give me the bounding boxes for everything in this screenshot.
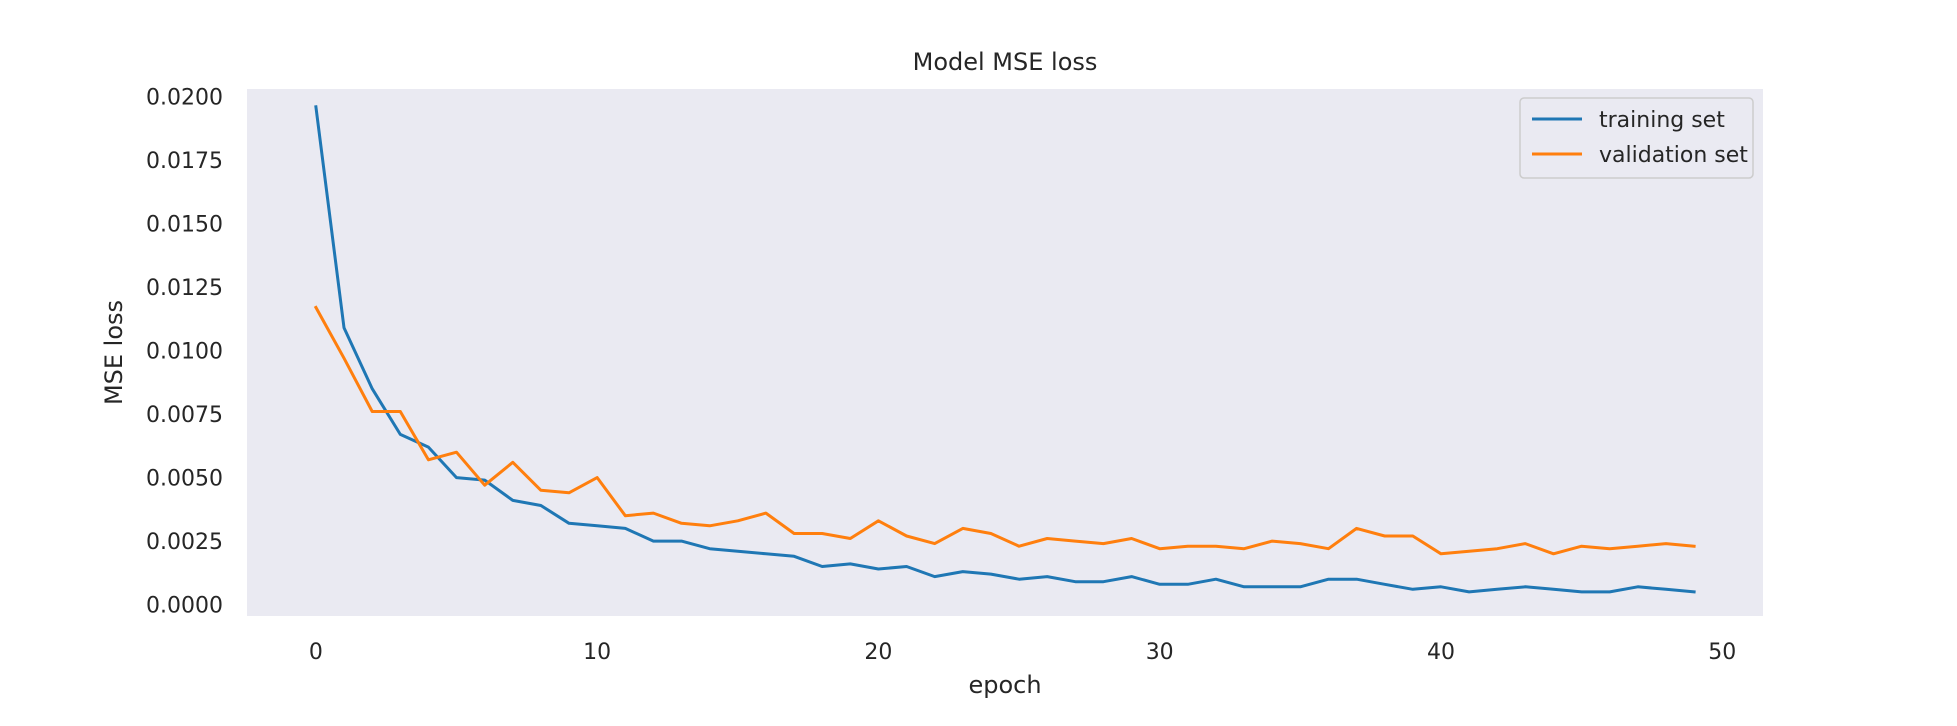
series-line-training-set: [314, 105, 1696, 594]
legend-label: validation set: [1599, 143, 1748, 168]
series-layer: [313, 105, 1696, 594]
x-axis-ticks: 0 10 20 30 40 50: [309, 640, 1736, 665]
chart-title: Model MSE loss: [913, 48, 1098, 76]
series-line-validation-set: [313, 305, 1696, 556]
y-axis-ticks: 0.0000 0.0025 0.0050 0.0075 0.0100 0.0125 0.01…: [146, 86, 223, 619]
x-tick-label: 40: [1427, 640, 1455, 665]
y-tick-label: 0.0150: [146, 213, 223, 238]
y-tick-label: 0.0175: [146, 149, 223, 174]
y-axis-label: MSE loss: [100, 300, 128, 405]
x-tick-label: 0: [309, 640, 323, 665]
legend: training set validation set: [1519, 97, 1754, 179]
x-tick-label: 20: [864, 640, 892, 665]
x-axis-label: epoch: [968, 671, 1041, 699]
plot-area: [247, 89, 1763, 616]
y-tick-label: 0.0025: [146, 530, 223, 555]
y-tick-label: 0.0200: [146, 86, 223, 111]
y-tick-label: 0.0100: [146, 340, 223, 365]
y-tick-label: 0.0075: [146, 403, 223, 428]
y-tick-label: 0.0000: [146, 594, 223, 619]
x-tick-label: 10: [583, 640, 611, 665]
y-tick-label: 0.0050: [146, 467, 223, 492]
legend-label: training set: [1599, 108, 1725, 133]
y-tick-label: 0.0125: [146, 276, 223, 301]
x-tick-label: 50: [1708, 640, 1736, 665]
x-tick-label: 30: [1146, 640, 1174, 665]
